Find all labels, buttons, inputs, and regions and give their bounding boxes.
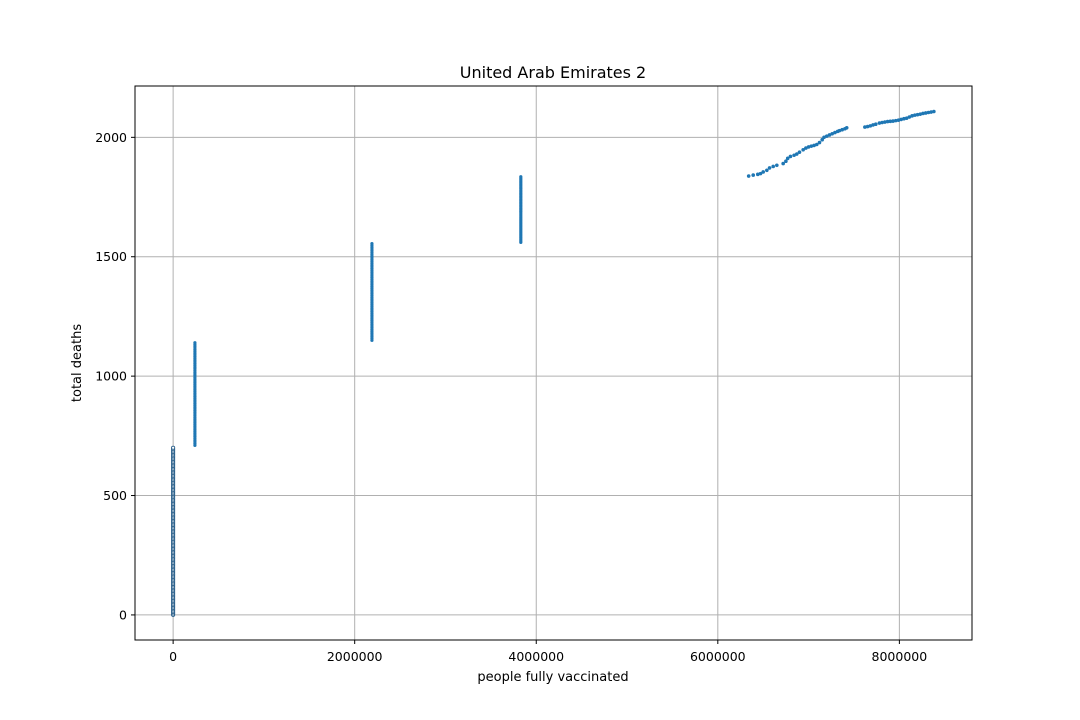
data-point-333 xyxy=(915,112,920,117)
data-point-299 xyxy=(809,144,814,148)
x-tick-label-3: 6000000 xyxy=(690,649,746,664)
data-point-338 xyxy=(929,110,933,114)
data-point-296 xyxy=(801,147,805,152)
data-point-289 xyxy=(781,161,785,166)
data-point-316 xyxy=(868,124,873,128)
data-point-280 xyxy=(746,174,751,178)
data-point-326 xyxy=(896,118,901,122)
y-axis-label: total deaths xyxy=(70,324,85,402)
data-point-283 xyxy=(758,171,763,176)
data-point-308 xyxy=(833,130,837,135)
axis-ticks: 0 2000000 4000000 6000000 8000000 0 500 1000 150… xyxy=(95,130,927,664)
data-point-301 xyxy=(814,142,819,147)
data-point-293 xyxy=(792,153,796,158)
data-point-285 xyxy=(765,168,769,173)
data-point-328 xyxy=(902,116,906,121)
data-point-295 xyxy=(797,150,802,154)
point-series-late xyxy=(746,109,936,178)
data-point-287 xyxy=(771,164,775,169)
point-cluster-2 xyxy=(370,242,374,342)
data-point-339 xyxy=(932,109,936,114)
data-point-310 xyxy=(837,128,842,133)
y-tick-label-1: 500 xyxy=(103,488,127,503)
data-point-290 xyxy=(784,159,788,164)
point-cluster-1 xyxy=(193,341,197,447)
data-point-281 xyxy=(751,173,756,177)
x-axis-label: people fully vaccinated xyxy=(477,670,628,685)
data-point-315 xyxy=(865,124,870,129)
data-point-284 xyxy=(761,170,766,174)
plot-frame xyxy=(134,85,973,641)
y-tick-label-4: 2000 xyxy=(95,130,127,145)
data-point-330 xyxy=(907,115,912,119)
data-point-307 xyxy=(830,131,834,136)
x-tick-label-2: 4000000 xyxy=(508,649,564,664)
point-cluster-0 xyxy=(171,445,176,617)
x-tick-label-0: 0 xyxy=(169,649,177,664)
data-points xyxy=(171,109,936,617)
chart-title: United Arab Emirates 2 xyxy=(460,63,646,82)
data-point-282 xyxy=(755,172,760,177)
data-point-332 xyxy=(913,113,917,117)
data-point-334 xyxy=(918,112,923,116)
data-point-292 xyxy=(788,154,793,159)
data-point-279 xyxy=(519,175,523,179)
data-point-319 xyxy=(877,121,882,125)
data-point-294 xyxy=(794,152,799,156)
data-point-306 xyxy=(827,133,832,137)
x-tick-label-4: 8000000 xyxy=(872,649,928,664)
data-point-323 xyxy=(888,119,893,124)
grid-lines xyxy=(135,86,972,640)
y-tick-label-3: 1500 xyxy=(95,249,127,264)
data-point-297 xyxy=(804,146,808,150)
data-point-335 xyxy=(921,111,925,116)
data-point-302 xyxy=(817,140,822,145)
y-tick-label-0: 0 xyxy=(119,607,127,622)
data-point-317 xyxy=(871,123,875,127)
data-point-314 xyxy=(863,125,867,129)
data-point-322 xyxy=(885,119,890,124)
data-point-304 xyxy=(822,135,826,140)
data-point-337 xyxy=(926,110,931,115)
data-point-291 xyxy=(785,156,790,161)
data-point-325 xyxy=(893,118,898,123)
data-point-305 xyxy=(824,134,829,138)
x-tick-label-1: 2000000 xyxy=(327,649,383,664)
data-point-318 xyxy=(873,122,878,127)
point-cluster-3 xyxy=(519,175,523,245)
data-point-331 xyxy=(910,114,914,118)
y-tick-label-2: 1000 xyxy=(95,369,127,384)
data-point-298 xyxy=(806,145,811,149)
data-point-327 xyxy=(899,117,903,122)
data-point-320 xyxy=(880,120,884,125)
data-point-321 xyxy=(883,120,887,124)
data-point-311 xyxy=(840,127,844,132)
data-point-324 xyxy=(891,119,895,123)
data-point-336 xyxy=(923,111,928,115)
data-point-234 xyxy=(370,242,374,246)
data-point-313 xyxy=(844,125,849,130)
data-point-329 xyxy=(904,116,909,121)
data-point-300 xyxy=(812,143,816,148)
data-point-288 xyxy=(775,163,779,168)
data-point-286 xyxy=(767,166,772,170)
data-point-179 xyxy=(193,341,197,345)
data-point-119 xyxy=(171,445,176,450)
